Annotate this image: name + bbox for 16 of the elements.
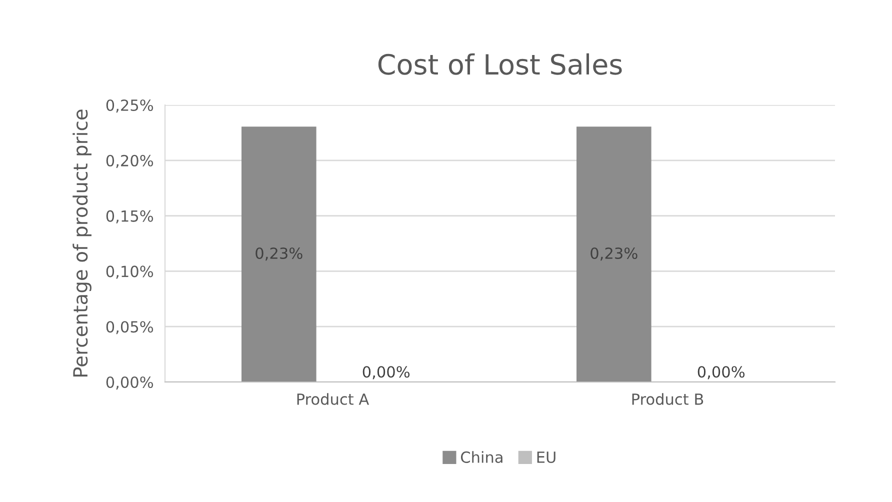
y-tick-label: 0,10%: [106, 266, 154, 279]
y-tick-label: 0,00%: [106, 376, 154, 390]
y-tick-label: 0,20%: [106, 154, 154, 168]
y-tick-label: 0,15%: [106, 210, 154, 224]
legend-label: EU: [537, 452, 556, 463]
x-tick-label: Product A: [297, 393, 370, 405]
data-label: 0,00%: [698, 366, 745, 380]
data-label: 0,23%: [256, 247, 302, 261]
data-label: 0,23%: [590, 247, 638, 261]
y-axis-title: Percentage of product price: [72, 110, 92, 377]
x-tick-label: Product B: [632, 393, 704, 405]
legend-label: China: [460, 451, 502, 463]
chart-title: Cost of Lost Sales: [378, 53, 622, 75]
data-label: 0,00%: [362, 366, 410, 380]
y-tick-label: 0,05%: [106, 321, 154, 334]
y-tick-label: 0,25%: [106, 99, 154, 113]
